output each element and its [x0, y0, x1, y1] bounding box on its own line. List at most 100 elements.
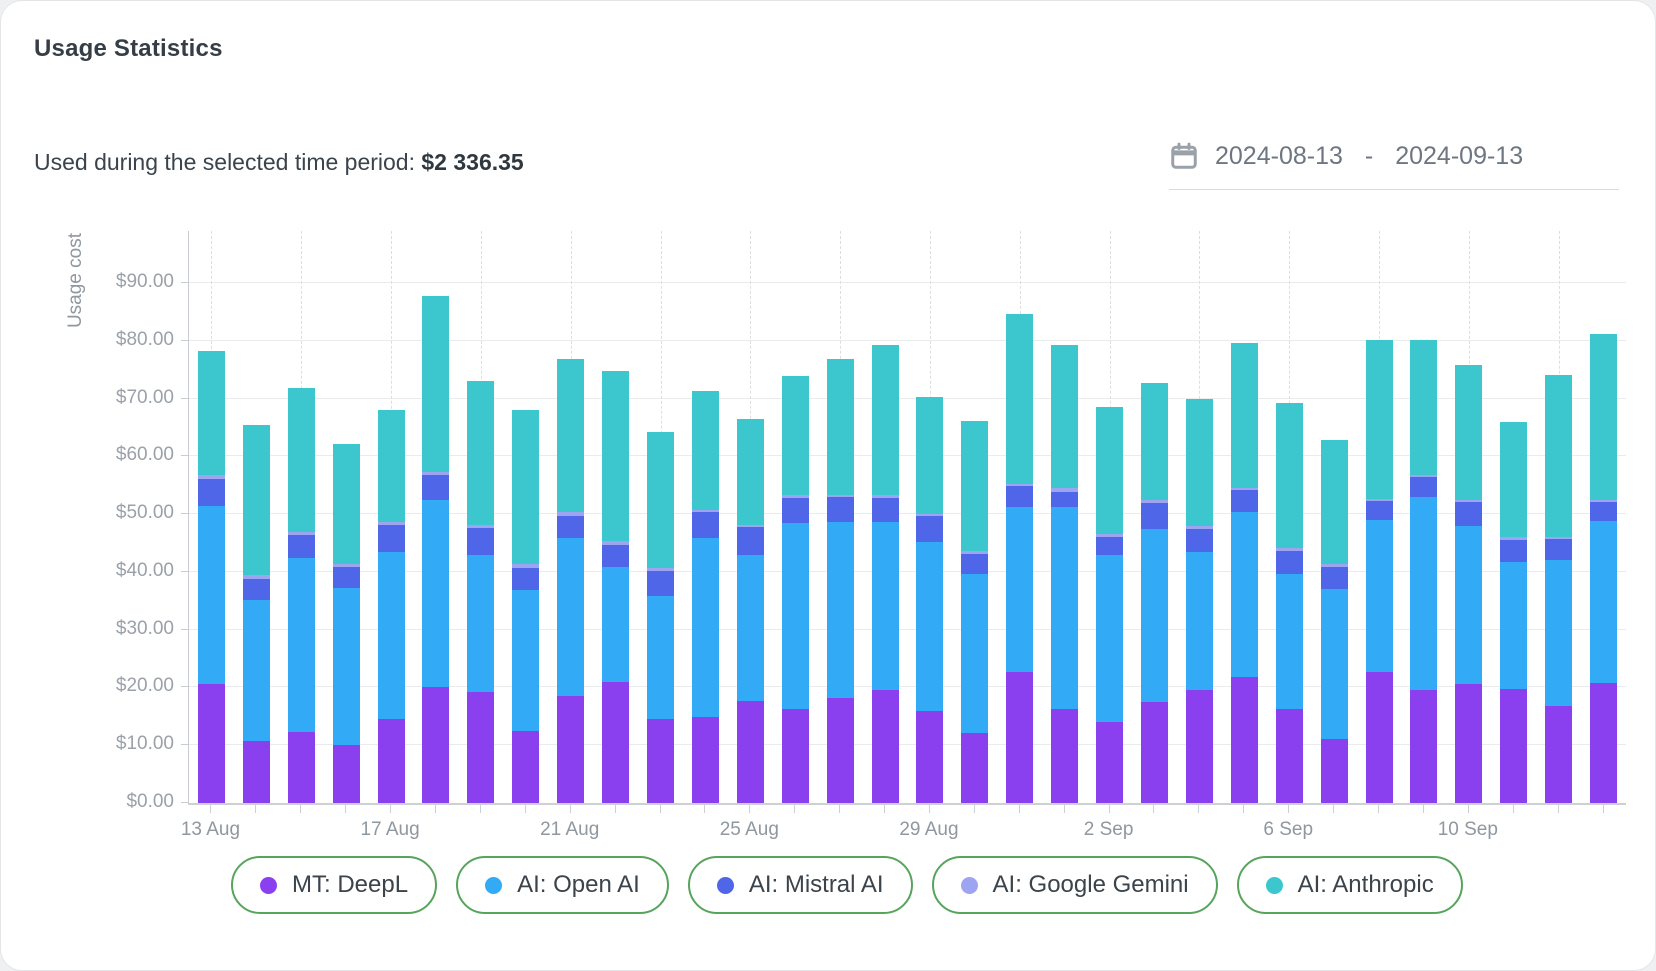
y-tick	[181, 513, 188, 515]
y-axis-tick-label: $10.00	[115, 733, 174, 755]
bar-segment-ai-google-gemini	[647, 568, 675, 572]
legend-item-mt-deepl[interactable]: MT: DeepL	[231, 856, 438, 914]
bar-slot	[414, 231, 459, 803]
bar-segment-ai-open-ai	[871, 521, 899, 691]
y-tick	[181, 339, 188, 341]
bar-slot	[1536, 231, 1581, 803]
x-tick	[1108, 805, 1110, 813]
bar-segment-ai-anthropic	[512, 409, 540, 565]
bar-segment-ai-google-gemini	[1545, 536, 1573, 539]
y-tick	[181, 686, 188, 688]
bar-segment-mt-deepl	[826, 697, 854, 803]
bar-segment-ai-open-ai	[332, 588, 360, 746]
legend-item-ai-anthropic[interactable]: AI: Anthropic	[1236, 856, 1463, 914]
x-axis-tick-label: 10 Sep	[1437, 819, 1498, 840]
bar-segment-mt-deepl	[1230, 677, 1258, 803]
bar-slot	[683, 231, 728, 803]
bar-segment-mt-deepl	[197, 683, 225, 803]
bar-segment-ai-anthropic	[736, 419, 764, 525]
x-tick	[524, 805, 526, 813]
bar-segment-ai-mistral-ai	[602, 544, 630, 568]
bar-segment-ai-open-ai	[1230, 511, 1258, 678]
x-tick	[1153, 805, 1155, 813]
bar-segment-ai-anthropic	[602, 371, 630, 542]
x-axis-tick-label: 13 Aug	[180, 819, 241, 840]
bar-segment-mt-deepl	[916, 710, 944, 803]
bar-segment-ai-google-gemini	[826, 494, 854, 498]
bar-segment-mt-deepl	[691, 716, 719, 803]
bar-segment-ai-google-gemini	[1006, 483, 1034, 486]
legend-dot	[1265, 876, 1283, 894]
bar-segment-ai-mistral-ai	[467, 528, 495, 555]
bar-segment-ai-mistral-ai	[242, 578, 270, 600]
bar-segment-mt-deepl	[602, 682, 630, 803]
bar-slot	[1357, 231, 1402, 803]
bar-segment-mt-deepl	[1410, 689, 1438, 803]
bar-slot	[1042, 231, 1087, 803]
summary-label: Used during the selected time period:	[34, 149, 415, 175]
bar-slot	[818, 231, 863, 803]
bar-segment-ai-open-ai	[961, 573, 989, 733]
bar-segment-ai-mistral-ai	[1455, 502, 1483, 526]
y-tick	[181, 628, 188, 630]
bar-segment-ai-anthropic	[826, 358, 854, 495]
bar-segment-ai-google-gemini	[1590, 499, 1618, 502]
bar-slot	[1132, 231, 1177, 803]
bar-segment-ai-mistral-ai	[916, 516, 944, 542]
bar-segment-ai-open-ai	[1500, 562, 1528, 689]
bar-segment-ai-anthropic	[871, 344, 899, 496]
bar-slot	[324, 231, 369, 803]
bar-slot	[548, 231, 593, 803]
bar-segment-ai-mistral-ai	[1230, 490, 1258, 512]
bar-segment-ai-open-ai	[602, 567, 630, 683]
x-tick	[659, 805, 661, 813]
bar-segment-ai-mistral-ai	[1365, 501, 1393, 520]
bar-segment-ai-anthropic	[197, 350, 225, 476]
bar-segment-mt-deepl	[332, 745, 360, 803]
bar-segment-mt-deepl	[1051, 708, 1079, 803]
bar-slot	[1581, 231, 1626, 803]
bar-segment-ai-anthropic	[1410, 339, 1438, 475]
bar-segment-ai-google-gemini	[1140, 499, 1168, 503]
stacked-bar-17-aug	[377, 410, 405, 803]
x-tick	[300, 805, 302, 813]
bar-segment-ai-open-ai	[422, 500, 450, 687]
legend-item-ai-mistral-ai[interactable]: AI: Mistral AI	[687, 856, 913, 914]
chart-legend: MT: DeepL AI: Open AI AI: Mistral AI AI: Go…	[231, 856, 1463, 914]
bar-segment-ai-anthropic	[557, 358, 585, 513]
x-axis-tick-label: 17 Aug	[360, 819, 420, 840]
bar-segment-mt-deepl	[1185, 690, 1213, 803]
bar-segment-ai-open-ai	[467, 554, 495, 693]
bar-segment-ai-google-gemini	[781, 495, 809, 498]
bar-segment-mt-deepl	[1455, 683, 1483, 803]
gridline-$90.00	[189, 282, 1626, 283]
bar-segment-ai-mistral-ai	[557, 516, 585, 539]
x-tick	[210, 805, 212, 813]
x-tick	[1422, 805, 1424, 813]
bar-segment-ai-google-gemini	[916, 513, 944, 517]
bar-slot	[1446, 231, 1491, 803]
x-tick	[973, 805, 975, 813]
bar-segment-ai-open-ai	[197, 506, 225, 684]
y-tick	[181, 282, 188, 283]
bar-segment-ai-google-gemini	[1275, 547, 1303, 551]
bar-slot	[369, 231, 414, 803]
date-range-picker[interactable]: 2024-08-13 - 2024-09-13	[1169, 141, 1619, 190]
stacked-bar-2-sep	[1096, 406, 1124, 803]
bar-segment-ai-anthropic	[1590, 333, 1618, 500]
x-tick	[884, 805, 886, 813]
legend-item-ai-open-ai[interactable]: AI: Open AI	[456, 856, 669, 914]
bar-segment-ai-anthropic	[1096, 406, 1124, 535]
bar-slot	[189, 231, 234, 803]
date-range-start[interactable]: 2024-08-13	[1215, 141, 1343, 170]
stacked-bar-28-aug	[871, 344, 899, 803]
date-range-end[interactable]: 2024-09-13	[1395, 141, 1524, 170]
bar-slot	[863, 231, 908, 803]
legend-item-ai-google-gemini[interactable]: AI: Google Gemini	[931, 856, 1218, 914]
stacked-bar-8-sep	[1365, 340, 1393, 803]
bar-segment-ai-anthropic	[961, 421, 989, 552]
bar-segment-mt-deepl	[736, 701, 764, 803]
bar-segment-ai-open-ai	[557, 538, 585, 696]
bar-slot	[1087, 231, 1132, 803]
legend-label: AI: Mistral AI	[748, 871, 884, 898]
